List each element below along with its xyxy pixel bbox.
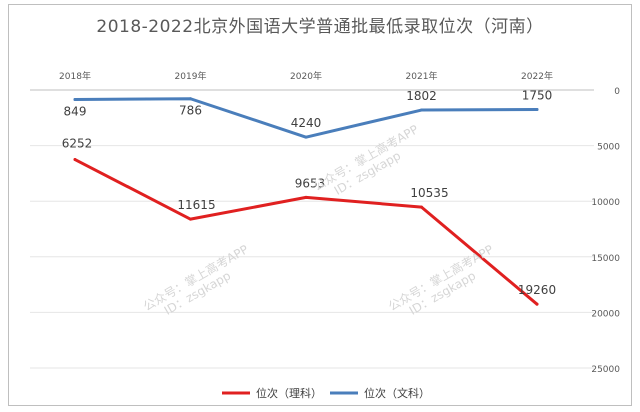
data-point [304,195,308,199]
legend-label: 位次（文科） [364,386,430,400]
x-tick-label: 2022年 [521,70,553,82]
data-label: 4240 [291,116,322,130]
data-point [420,108,423,112]
data-point [304,135,308,139]
data-point [420,205,423,209]
data-label: 1802 [406,89,437,103]
data-point [535,302,539,306]
data-label: 10535 [410,186,448,200]
data-label: 9653 [295,176,326,190]
y-tick-label: 15000 [591,254,620,264]
legend-label: 位次（理科） [256,386,322,400]
chart-frame [8,4,632,406]
data-label: 6252 [62,137,93,151]
x-tick-label: 2021年 [406,70,438,82]
data-label: 849 [64,104,87,118]
data-label: 1750 [522,88,553,102]
data-point [73,158,77,162]
data-point [535,107,539,111]
y-tick-label: 0 [614,87,620,97]
x-tick-label: 2019年 [175,70,207,82]
y-tick-label: 20000 [591,309,620,319]
y-tick-label: 5000 [597,143,620,153]
data-point [189,97,192,101]
data-point [189,217,192,221]
data-point [73,97,77,101]
x-tick-label: 2020年 [290,70,322,82]
data-label: 786 [179,104,202,118]
y-tick-label: 25000 [591,365,620,375]
data-label: 19260 [518,283,556,297]
y-tick-label: 10000 [591,198,620,208]
x-tick-label: 2018年 [59,70,91,82]
data-label: 11615 [177,198,215,212]
chart-title: 2018-2022北京外国语大学普通批最低录取位次（河南） [96,17,544,37]
